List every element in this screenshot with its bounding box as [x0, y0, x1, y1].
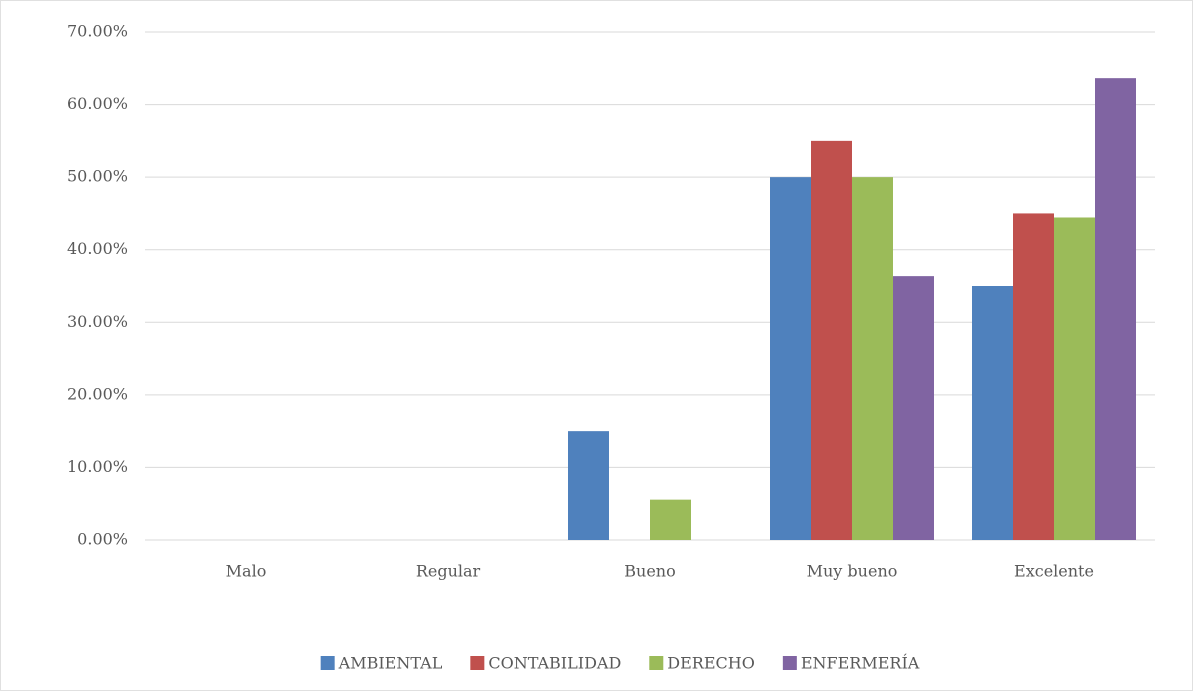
y-tick-label: 60.00%: [67, 94, 128, 113]
y-tick-label: 50.00%: [67, 167, 128, 186]
bar: [852, 177, 893, 540]
x-tick-label: Excelente: [1014, 562, 1094, 581]
legend-swatch: [782, 656, 797, 670]
legend-label: CONTABILIDAD: [488, 654, 621, 673]
bar: [568, 431, 609, 540]
bar: [770, 177, 811, 540]
legend-swatch: [470, 656, 485, 670]
y-tick-label: 30.00%: [67, 312, 128, 331]
bar: [1095, 78, 1136, 540]
legend-swatch: [649, 656, 664, 670]
bar: [650, 499, 691, 540]
bar: [811, 140, 852, 540]
bar: [893, 276, 934, 540]
y-tick-label: 20.00%: [67, 384, 128, 403]
x-tick-label: Muy bueno: [807, 562, 898, 581]
y-tick-label: 40.00%: [67, 239, 128, 258]
bar: [1054, 217, 1095, 541]
y-tick-label: 70.00%: [67, 22, 128, 41]
legend-label: DERECHO: [667, 654, 755, 673]
legend-label: AMBIENTAL: [338, 654, 443, 673]
y-tick-label: 0.00%: [77, 530, 128, 549]
x-tick-label: Malo: [226, 562, 267, 581]
x-tick-label: Bueno: [624, 562, 675, 581]
bar: [972, 286, 1013, 540]
legend-swatch: [320, 656, 335, 670]
legend-label: ENFERMERÍA: [801, 653, 920, 673]
x-tick-label: Regular: [416, 562, 481, 581]
y-tick-label: 10.00%: [67, 457, 128, 476]
bar: [1013, 213, 1054, 540]
